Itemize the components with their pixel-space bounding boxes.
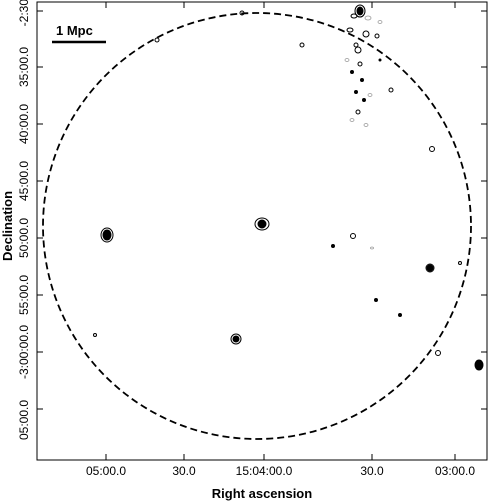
source-contour <box>429 146 435 152</box>
source-contour <box>374 298 378 302</box>
x-axis-title: Right ascension <box>212 486 312 501</box>
source-contour <box>360 78 364 82</box>
source-contour <box>299 42 305 48</box>
y-tick-label: 45:00.0 <box>17 161 31 201</box>
y-axis-ticks <box>37 10 487 410</box>
source-contour <box>353 42 359 48</box>
source-contour <box>458 261 462 265</box>
source-contour <box>154 37 160 43</box>
source-contour <box>435 350 441 356</box>
source-contour <box>350 70 354 74</box>
source-contour <box>374 33 380 39</box>
y-tick-label: -3:00:00.0 <box>17 325 31 379</box>
source-contour <box>388 87 394 93</box>
x-tick-label: 05:00.0 <box>86 464 126 478</box>
radio-sources <box>93 4 484 371</box>
y-axis-title: Declination <box>0 191 15 261</box>
y-tick-labels: -2:30: 35:00.0 40:00.0 45:00.0 50:00.0 5… <box>17 0 31 440</box>
dashed-region-circle <box>42 12 472 440</box>
source-contour <box>362 98 366 102</box>
source-contour <box>357 61 363 67</box>
y-tick-label: 35:00.0 <box>17 47 31 87</box>
source-contour <box>93 333 97 337</box>
x-axis-ticks <box>105 2 456 460</box>
source-contour <box>350 233 356 239</box>
x-tick-label: 30.0 <box>360 464 384 478</box>
source-contour <box>354 90 358 94</box>
source-contour <box>425 263 435 273</box>
source-contour <box>398 313 402 317</box>
faint-contours <box>344 15 383 250</box>
source-contour <box>331 244 335 248</box>
source-contour <box>474 359 484 371</box>
scale-bar-label: 1 Mpc <box>56 23 93 38</box>
source-contour <box>354 46 362 54</box>
y-tick-label: -2:30: <box>17 0 31 26</box>
y-tick-label: 50:00.0 <box>17 218 31 258</box>
source-contour <box>346 27 354 33</box>
source-contour <box>350 4 366 19</box>
x-tick-labels: 05:00.0 30.0 15:04:00.0 30.0 03:00.0 <box>86 464 475 478</box>
x-tick-label: 03:00.0 <box>435 464 475 478</box>
y-tick-label: 40:00.0 <box>17 104 31 144</box>
source-contour <box>230 333 242 345</box>
y-tick-label: 05:00.0 <box>17 400 31 440</box>
x-tick-label: 15:04:00.0 <box>236 464 293 478</box>
source-contour <box>254 217 270 231</box>
y-tick-label: 55:00.0 <box>17 275 31 315</box>
source-contour <box>362 30 370 38</box>
source-contour <box>378 58 382 62</box>
source-contour <box>100 227 114 243</box>
source-contour <box>239 10 245 16</box>
source-contour <box>355 109 361 115</box>
x-tick-label: 30.0 <box>172 464 196 478</box>
